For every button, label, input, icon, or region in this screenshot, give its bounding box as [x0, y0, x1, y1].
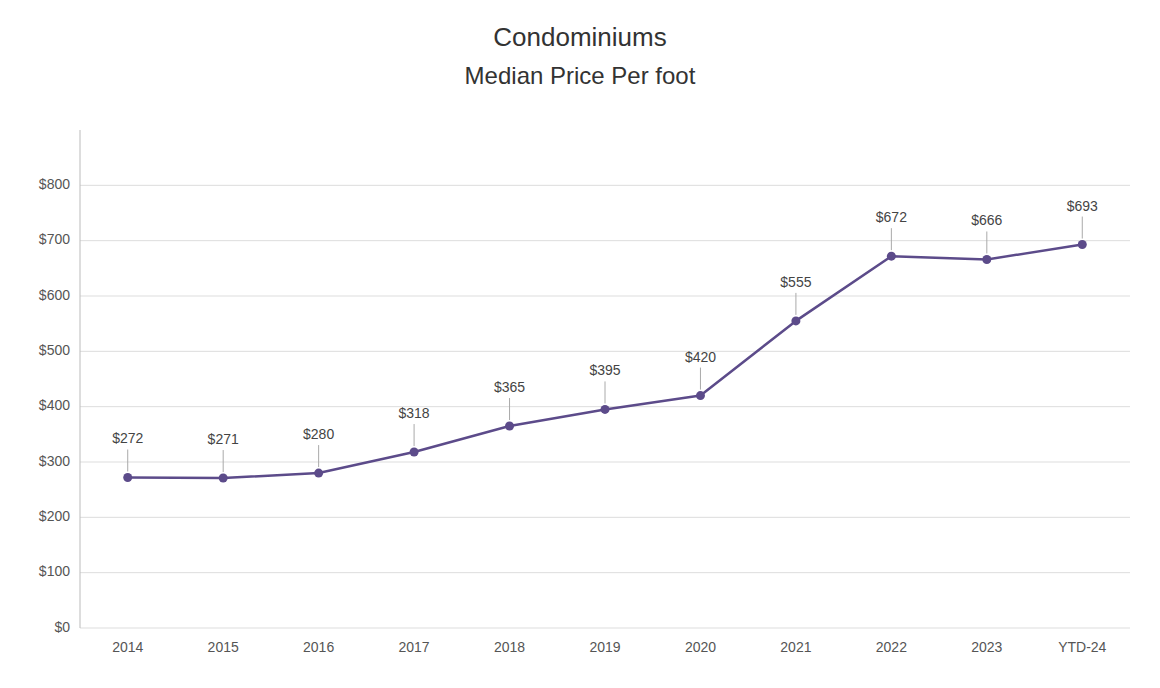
y-tick-label: $200: [39, 508, 70, 524]
x-tick-label: 2014: [112, 639, 143, 655]
plot-area: [123, 240, 1087, 483]
x-tick-label: 2022: [876, 639, 907, 655]
x-tick-label: 2021: [780, 639, 811, 655]
data-label: $555: [780, 274, 811, 290]
leader-line: [891, 228, 892, 250]
grid-line: [80, 185, 1130, 186]
data-label: $666: [971, 212, 1002, 228]
y-tick-label: $700: [39, 231, 70, 247]
leader-line: [605, 381, 606, 403]
point: [601, 405, 610, 414]
x-tick-label: 2020: [685, 639, 716, 655]
data-label: $318: [399, 405, 430, 421]
x-tick-label: 2018: [494, 639, 525, 655]
y-tick-label: $0: [54, 619, 70, 635]
y-tick-label: $400: [39, 397, 70, 413]
x-tick-label: 2016: [303, 639, 334, 655]
grid-line: [80, 240, 1130, 241]
point: [1078, 240, 1087, 249]
y-tick-label: $100: [39, 563, 70, 579]
point: [791, 316, 800, 325]
title: Condominiums: [493, 22, 666, 52]
y-tick-label: $600: [39, 287, 70, 303]
leader-line: [1082, 217, 1083, 239]
data-label: $271: [208, 431, 239, 447]
y-tick-label: $500: [39, 342, 70, 358]
data-label: $280: [303, 426, 334, 442]
y-tick-label: $300: [39, 453, 70, 469]
leader-line: [986, 231, 987, 253]
x-tick-label: YTD-24: [1058, 639, 1106, 655]
y-tick-label: $800: [39, 176, 70, 192]
grid-line: [80, 462, 1130, 463]
x-tick-label: 2023: [971, 639, 1002, 655]
leader-line: [127, 449, 128, 471]
data-label: $272: [112, 430, 143, 446]
data-label: $693: [1067, 198, 1098, 214]
grid: [80, 185, 1130, 628]
grid-line: [80, 296, 1130, 297]
point: [505, 422, 514, 431]
point: [410, 448, 419, 457]
y-axis-line: [80, 130, 81, 628]
point: [314, 469, 323, 478]
x-axis: 2014 2015 2016 2017 2018 2019 2020 2021 2022 2023…: [112, 639, 1106, 655]
point: [123, 473, 132, 482]
leader-line: [414, 424, 415, 446]
chart: CondominiumsMedian Price Per foot$0$100$…: [0, 0, 1160, 688]
leader-line: [700, 368, 701, 390]
point: [696, 391, 705, 400]
point: [982, 255, 991, 264]
leader-line: [318, 445, 319, 467]
data-label: $420: [685, 349, 716, 365]
data-labels: $272 $271 $280 $318 $365 $395 $420 $555 $672 $666…: [112, 198, 1098, 473]
data-label: $365: [494, 379, 525, 395]
leader-line: [223, 450, 224, 472]
point: [219, 474, 228, 483]
line: [128, 245, 1083, 479]
grid-line: [80, 351, 1130, 352]
data-label: $395: [589, 362, 620, 378]
point: [887, 252, 896, 261]
chart-container: CondominiumsMedian Price Per foot$0$100$…: [0, 0, 1160, 688]
grid-line: [80, 628, 1130, 629]
leader-line: [795, 293, 796, 315]
grid-line: [80, 517, 1130, 518]
x-tick-label: 2017: [399, 639, 430, 655]
subtitle: Median Price Per foot: [465, 62, 696, 89]
x-tick-label: 2015: [208, 639, 239, 655]
data-label: $672: [876, 209, 907, 225]
leader-line: [509, 398, 510, 420]
grid-line: [80, 572, 1130, 573]
y-axis: $0 $100 $200 $300 $400 $500 $600 $700 $800: [39, 130, 80, 635]
x-tick-label: 2019: [589, 639, 620, 655]
